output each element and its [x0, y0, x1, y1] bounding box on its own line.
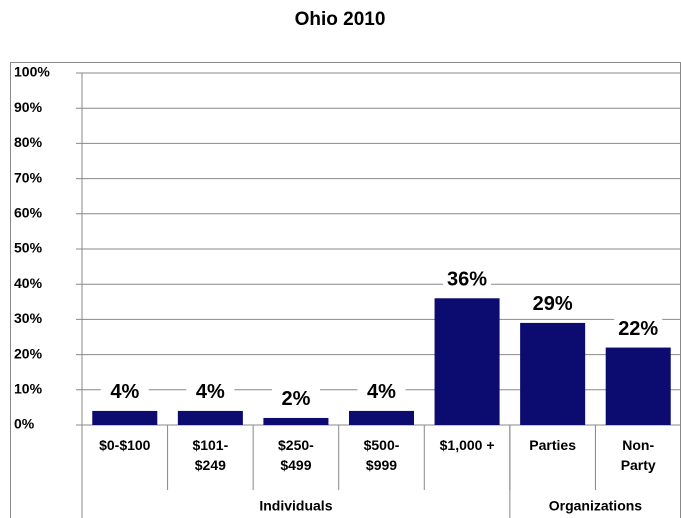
value-label-bg — [186, 380, 235, 405]
x-tick-line: Parties — [529, 437, 576, 453]
y-tick-label: 50% — [14, 240, 43, 256]
x-tick-label: $250- $499 — [278, 437, 314, 473]
x-tick-label: Parties — [529, 437, 576, 453]
value-label: 29% — [533, 293, 573, 315]
y-tick-label: 30% — [14, 310, 43, 326]
x-tick-line: $250- — [278, 437, 314, 453]
bar — [263, 417, 329, 425]
value-label: 36% — [447, 269, 487, 291]
value-label: 4% — [110, 381, 139, 403]
bar — [348, 410, 415, 425]
y-tick-label: 0% — [14, 416, 35, 432]
y-tick-label: 20% — [14, 345, 43, 361]
bar — [434, 298, 500, 425]
x-tick-label: $1,000 + — [440, 437, 495, 453]
value-label-bg — [271, 387, 320, 412]
value-label: 2% — [281, 388, 310, 410]
bar — [605, 347, 671, 425]
bar — [520, 322, 586, 425]
value-label-bg — [614, 317, 663, 342]
x-tick-label: Non- Party — [621, 437, 656, 473]
y-tick-label: 70% — [14, 169, 43, 185]
x-tick-line: $999 — [366, 457, 397, 473]
bar — [92, 410, 158, 425]
y-tick-label: 60% — [14, 205, 43, 221]
y-tick-label: 90% — [14, 99, 43, 115]
y-tick-label: 40% — [14, 275, 43, 291]
x-tick-line: $101- — [192, 437, 228, 453]
x-tick-line: $0-$100 — [99, 437, 151, 453]
value-label-bg — [443, 268, 492, 293]
x-tick-line: $249 — [195, 457, 226, 473]
x-tick-line: Non- — [622, 437, 654, 453]
x-tick-line: Party — [621, 457, 656, 473]
chart-title: Ohio 2010 — [295, 9, 386, 30]
x-tick-line: $500- — [364, 437, 400, 453]
x-tick-label: $500- $999 — [364, 437, 400, 473]
group-label: Organizations — [549, 498, 643, 514]
value-label: 4% — [367, 381, 396, 403]
value-label-bg — [528, 292, 577, 317]
x-tick-line: $499 — [280, 457, 311, 473]
bar — [177, 410, 243, 425]
value-label: 4% — [196, 381, 225, 403]
group-label: Individuals — [259, 498, 332, 514]
x-tick-label: $101- $249 — [192, 437, 228, 473]
x-tick-line: $1,000 + — [440, 437, 495, 453]
value-label-bg — [100, 380, 149, 405]
x-tick-label: $0-$100 — [99, 437, 151, 453]
y-tick-label: 100% — [14, 64, 50, 80]
value-label-bg — [357, 380, 406, 405]
value-label: 22% — [618, 318, 658, 340]
y-tick-label: 10% — [14, 381, 43, 397]
y-tick-label: 80% — [14, 134, 43, 150]
